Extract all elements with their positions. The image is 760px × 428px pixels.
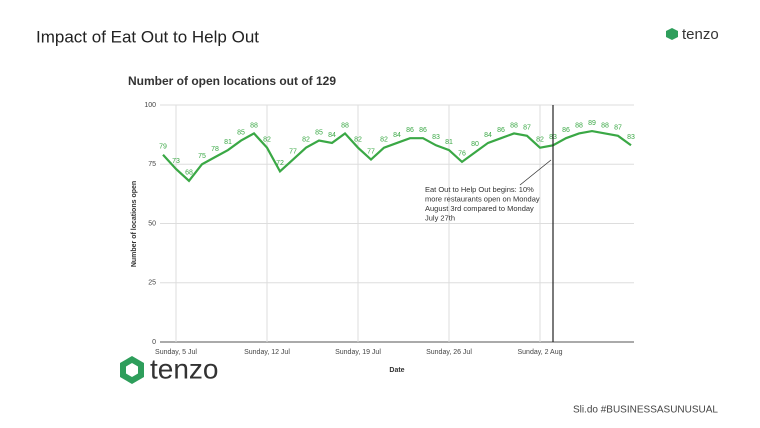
x-tick-label: Sunday, 5 Jul (155, 349, 197, 356)
data-label: 79 (159, 144, 167, 151)
annotation: more restaurants open on Monday (425, 194, 540, 203)
annotation: Eat Out to Help Out begins: 10% (425, 185, 534, 194)
x-tick-label: Sunday, 19 Jul (335, 349, 381, 356)
top-brand: tenzo (682, 26, 719, 43)
data-label: 72 (276, 160, 284, 167)
y-tick-label: 75 (148, 161, 156, 168)
data-label: 87 (614, 125, 622, 132)
top-logo (666, 28, 678, 40)
footer: Sli.do #BUSINESSASUNUSUAL (573, 405, 718, 416)
annotation-arrow (519, 159, 552, 186)
chart-title: Number of open locations out of 129 (128, 74, 336, 88)
data-label: 83 (432, 134, 440, 141)
data-label: 82 (380, 137, 388, 144)
data-label: 88 (575, 122, 583, 129)
data-label: 86 (419, 127, 427, 134)
data-label: 89 (588, 120, 596, 127)
data-label: 88 (601, 122, 609, 129)
data-label: 82 (302, 137, 310, 144)
bottom-brand: tenzo (150, 353, 219, 384)
y-tick-label: 0 (152, 339, 156, 346)
data-label: 88 (250, 122, 258, 129)
x-tick-label: Sunday, 12 Jul (244, 349, 290, 356)
slide-title: Impact of Eat Out to Help Out (36, 27, 259, 46)
y-axis-label: Number of locations open (131, 181, 138, 267)
y-tick-label: 50 (148, 220, 156, 227)
data-label: 76 (458, 151, 466, 158)
data-label: 84 (393, 132, 401, 139)
x-tick-label: Sunday, 26 Jul (426, 349, 472, 356)
data-label: 85 (315, 129, 323, 136)
data-label: 87 (523, 125, 531, 132)
y-tick-label: 100 (144, 102, 156, 109)
data-label: 80 (471, 141, 479, 148)
data-label: 78 (211, 146, 219, 153)
data-label: 73 (172, 158, 180, 165)
data-label: 86 (497, 127, 505, 134)
data-label: 68 (185, 170, 193, 177)
x-axis-label: Date (389, 367, 404, 374)
data-label: 88 (510, 122, 518, 129)
data-label: 84 (484, 132, 492, 139)
data-label: 81 (445, 139, 453, 146)
data-label: 82 (354, 137, 362, 144)
data-label: 84 (328, 132, 336, 139)
y-tick-label: 25 (148, 280, 156, 287)
data-label: 85 (237, 129, 245, 136)
data-label: 86 (562, 127, 570, 134)
bottom-logo (120, 356, 144, 384)
data-label: 83 (627, 134, 635, 141)
annotation: August 3rd compared to Monday (425, 204, 534, 213)
data-label: 81 (224, 139, 232, 146)
data-label: 77 (367, 148, 375, 155)
data-label: 82 (536, 137, 544, 144)
data-label: 88 (341, 122, 349, 129)
annotation: July 27th (425, 213, 455, 222)
data-label: 86 (406, 127, 414, 134)
x-tick-label: Sunday, 2 Aug (517, 349, 562, 356)
data-label: 77 (289, 148, 297, 155)
data-label: 82 (263, 137, 271, 144)
data-label: 75 (198, 153, 206, 160)
